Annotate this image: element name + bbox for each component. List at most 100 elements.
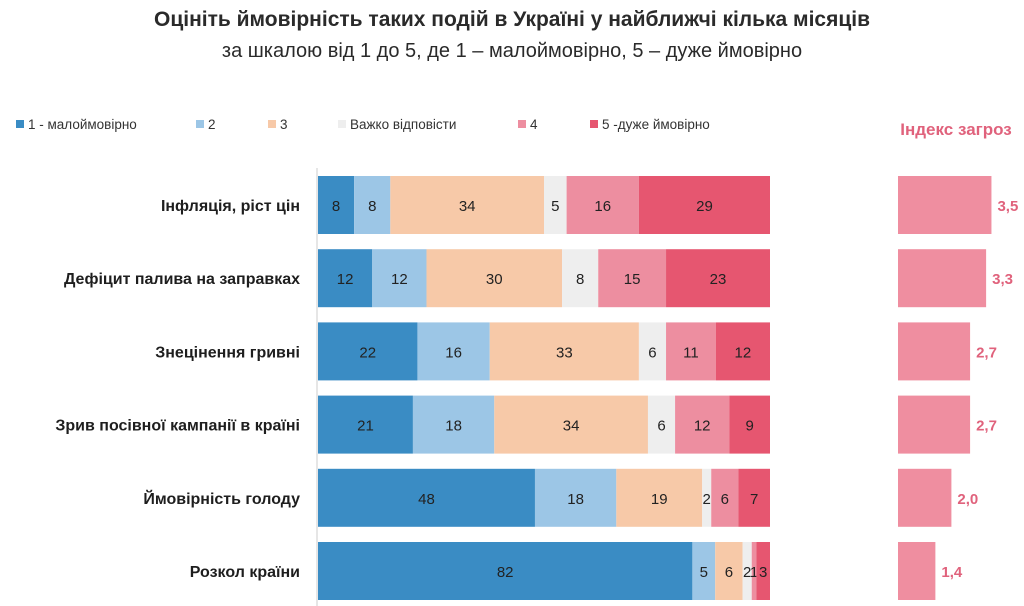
chart-subtitle: за шкалою від 1 до 5, де 1 – малоймовірн… xyxy=(221,40,803,62)
bar-segment xyxy=(412,395,495,454)
legend-swatch xyxy=(268,120,276,128)
index-bar xyxy=(898,468,952,527)
legend-swatch xyxy=(16,120,24,128)
bar-segment xyxy=(417,322,490,381)
segment-value-label: 22 xyxy=(359,344,376,361)
bar-segment xyxy=(318,542,693,600)
index-value-label: 3,5 xyxy=(997,198,1018,215)
bar-segment xyxy=(638,176,770,234)
segment-value-label: 12 xyxy=(391,271,408,288)
category-label: Зрив посівної кампанії в країні xyxy=(55,418,300,435)
segment-value-label: 16 xyxy=(445,344,462,361)
bar-segment xyxy=(666,249,770,308)
segment-value-label: 12 xyxy=(735,344,752,361)
index-title: Індекс загроз xyxy=(900,120,1011,139)
segment-value-label: 5 xyxy=(551,198,559,215)
segment-value-label: 12 xyxy=(337,271,354,288)
bar-segment xyxy=(616,468,703,527)
bar-segment xyxy=(675,395,730,454)
segment-value-label: 12 xyxy=(694,418,711,435)
segment-value-label: 7 xyxy=(750,491,758,508)
segment-value-label: 23 xyxy=(710,271,727,288)
segment-value-label: 48 xyxy=(418,491,435,508)
category-label: Інфляція, ріст цін xyxy=(161,198,300,215)
legend-label: Важко відповісти xyxy=(350,117,456,132)
segment-value-label: 8 xyxy=(332,198,340,215)
category-label: Розкол країни xyxy=(190,564,300,581)
bar-segment xyxy=(318,176,355,234)
bar-row: Ймовірність голоду 48 18 19 2 6 7 xyxy=(143,468,770,527)
index-bar xyxy=(898,542,936,600)
bar-segment xyxy=(715,542,743,600)
chart-title: Оцініть ймовірність таких подій в Україн… xyxy=(153,8,871,31)
segment-value-label: 29 xyxy=(696,198,713,215)
segment-value-label: 8 xyxy=(576,271,584,288)
bar-segment xyxy=(711,468,739,527)
bar-segment xyxy=(318,249,373,308)
bar-segment xyxy=(354,176,391,234)
segment-value-label: 16 xyxy=(594,198,611,215)
bar-segment xyxy=(544,176,567,234)
legend: 1 - малоймовірно 2 3 Важко відповісти 4 5 -ду… xyxy=(16,117,710,132)
bar-segment xyxy=(426,249,563,308)
bar-segment xyxy=(390,176,544,234)
legend-swatch xyxy=(196,120,204,128)
segment-value-label: 3 xyxy=(759,564,767,581)
legend-label: 5 -дуже ймовірно xyxy=(602,117,710,132)
legend-swatch xyxy=(518,120,526,128)
index-bar xyxy=(898,176,992,234)
segment-value-label: 2 xyxy=(703,491,711,508)
index-bar xyxy=(898,249,987,308)
segment-value-label: 18 xyxy=(567,491,584,508)
legend-label: 4 xyxy=(530,117,538,132)
segment-value-label: 21 xyxy=(357,418,374,435)
segment-value-label: 33 xyxy=(556,344,573,361)
segment-value-label: 5 xyxy=(700,564,708,581)
legend-swatch xyxy=(590,120,598,128)
bar-segment xyxy=(494,395,648,454)
legend-label: 2 xyxy=(208,117,216,132)
bar-segment xyxy=(702,468,712,527)
segment-value-label: 6 xyxy=(721,491,729,508)
bar-segment xyxy=(729,395,770,454)
bar-segment xyxy=(742,542,752,600)
segment-value-label: 11 xyxy=(683,344,699,361)
bar-segment xyxy=(738,468,770,527)
index-value-label: 2,7 xyxy=(976,418,997,435)
index-bar xyxy=(898,395,971,454)
segment-value-label: 8 xyxy=(368,198,376,215)
category-label: Дефіцит палива на заправках xyxy=(64,271,300,288)
bar-segment xyxy=(562,249,599,308)
bar-segment xyxy=(598,249,667,308)
bar-segment xyxy=(318,395,413,454)
bar-segment xyxy=(666,322,716,381)
category-label: Знецінення гривні xyxy=(155,344,300,361)
bar-row: Дефіцит палива на заправках 12 12 30 8 15 23 xyxy=(64,249,770,308)
bar-segment xyxy=(715,322,770,381)
category-label: Ймовірність голоду xyxy=(143,489,300,508)
legend-label: 1 - малоймовірно xyxy=(28,117,137,132)
bar-segment xyxy=(318,468,535,527)
segment-value-label: 34 xyxy=(563,418,580,435)
threat-index-chart: Індекс загроз 3,5 3,3 2,7 2,7 2,0 1,4 xyxy=(898,120,1018,600)
bar-segment xyxy=(489,322,639,381)
index-value-label: 2,0 xyxy=(957,491,978,508)
bar-segment xyxy=(566,176,639,234)
bar-segment xyxy=(751,542,757,600)
index-bar xyxy=(898,322,971,381)
segment-value-label: 2 xyxy=(743,564,751,581)
bar-segment xyxy=(692,542,716,600)
segment-value-label: 19 xyxy=(651,491,668,508)
bar-row: Знецінення гривні 22 16 33 6 11 12 xyxy=(155,322,770,381)
segment-value-label: 1 xyxy=(750,564,758,581)
legend-label: 3 xyxy=(280,117,288,132)
bar-segment xyxy=(534,468,617,527)
bar-row: Розкол країни 82 5 6 21 3 xyxy=(190,542,770,600)
segment-value-label: 82 xyxy=(497,564,514,581)
bar-row: Інфляція, ріст цін 8 8 34 5 16 29 xyxy=(161,176,770,234)
bar-segment xyxy=(318,322,418,381)
index-value-label: 2,7 xyxy=(976,344,997,361)
index-value-label: 1,4 xyxy=(941,564,963,581)
